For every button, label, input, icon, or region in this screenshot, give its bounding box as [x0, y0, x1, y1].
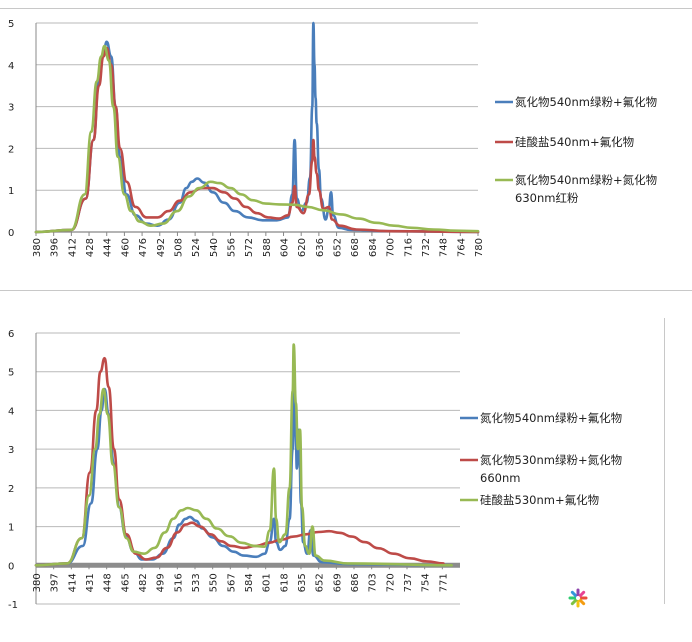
x-tick-label: 492: [156, 238, 167, 257]
x-tick-label: 737: [403, 573, 414, 592]
x-tick-label: 652: [315, 573, 326, 592]
y-tick-label: 2: [8, 484, 14, 495]
x-tick-label: 540: [209, 238, 220, 257]
y-tick-label: 1: [8, 186, 14, 197]
x-tick-label: 482: [138, 573, 149, 592]
x-tick-label: 428: [85, 238, 96, 257]
legend-label: 硅酸盐530nm+氟化物: [480, 493, 599, 507]
y-tick-label: 3: [8, 445, 14, 456]
x-tick-label: 588: [262, 238, 273, 257]
sunflower-logo-icon: [568, 588, 588, 608]
x-tick-label: 444: [103, 238, 114, 257]
x-tick-label: 465: [120, 573, 131, 592]
x-tick-label: 476: [138, 238, 149, 257]
y-tick-label: 2: [8, 144, 14, 155]
y-tick-label: 4: [8, 406, 14, 417]
x-tick-label: 550: [209, 573, 220, 592]
y-tick-label: -1: [8, 600, 18, 611]
x-tick-label: 533: [191, 573, 202, 592]
x-tick-label: 635: [297, 573, 308, 592]
x-tick-label: 748: [439, 238, 450, 257]
x-tick-label: 771: [438, 573, 449, 592]
y-tick-label: 6: [8, 329, 14, 340]
x-tick-label: 516: [173, 573, 184, 592]
x-tick-label: 652: [333, 238, 344, 257]
x-tick-label: 572: [244, 238, 255, 257]
x-tick-label: 380: [32, 238, 43, 257]
x-tick-label: 412: [67, 238, 78, 257]
x-tick-label: 764: [456, 238, 467, 257]
y-tick-label: 4: [8, 61, 14, 72]
x-tick-label: 780: [474, 238, 485, 257]
series-line: [34, 44, 480, 234]
x-tick-label: 584: [244, 573, 255, 592]
x-tick-label: 686: [350, 573, 361, 592]
x-tick-label: 397: [50, 573, 61, 592]
y-tick-label: 3: [8, 103, 14, 114]
right-edge-line: [664, 318, 665, 604]
y-tick-label: 5: [8, 19, 14, 30]
series-line: [34, 343, 453, 567]
x-tick-label: 620: [297, 238, 308, 257]
x-tick-label: 732: [421, 238, 432, 257]
series-line: [34, 46, 480, 234]
middle-divider: [0, 290, 692, 291]
x-tick-label: 460: [120, 238, 131, 257]
legend-label: 氮化物540nm绿粉+氮化物 630nm红粉: [515, 173, 657, 205]
x-tick-label: 604: [280, 238, 291, 257]
x-tick-label: 636: [315, 238, 326, 257]
x-tick-label: 431: [85, 573, 96, 592]
legend-label: 硅酸盐540nm+氟化物: [515, 135, 634, 149]
legend-label: 氮化物540nm绿粉+氟化物: [480, 411, 622, 425]
y-tick-label: 0: [8, 228, 14, 239]
x-tick-label: 720: [385, 573, 396, 592]
y-tick-label: 0: [8, 561, 14, 572]
y-tick-label: 5: [8, 368, 14, 379]
x-tick-label: 508: [173, 238, 184, 257]
x-tick-label: 556: [226, 238, 237, 257]
x-tick-label: 716: [403, 238, 414, 257]
x-tick-label: 703: [368, 573, 379, 592]
y-tick-label: 1: [8, 523, 14, 534]
x-tick-label: 414: [67, 573, 78, 592]
x-tick-label: 380: [32, 573, 43, 592]
chart-1: 0 1 2 3 4 5 380 396 412 428 444 460 476 492 508 524 540 5…: [8, 19, 657, 257]
x-tick-label: 669: [332, 573, 343, 592]
x-tick-label: 396: [50, 238, 61, 257]
x-tick-label: 567: [226, 573, 237, 592]
x-tick-label: 524: [191, 238, 202, 257]
top-divider: [0, 8, 692, 9]
x-tick-label: 700: [386, 238, 397, 257]
x-tick-label: 601: [262, 573, 273, 592]
x-tick-label: 618: [279, 573, 290, 592]
x-tick-label: 448: [103, 573, 114, 592]
series-line: [34, 356, 445, 567]
x-tick-label: 684: [368, 238, 379, 257]
x-tick-label: 754: [421, 573, 432, 592]
x-tick-label: 499: [156, 573, 167, 592]
legend-label: 氮化物540nm绿粉+氟化物: [515, 95, 657, 109]
chart-2: -1 0 1 2 3 4 5 6 380 397 414 431 448 465 482 499 516 533 5…: [8, 329, 622, 611]
x-tick-label: 668: [350, 238, 361, 257]
legend-label: 氮化物530nm绿粉+氮化物 660nm: [480, 453, 622, 485]
